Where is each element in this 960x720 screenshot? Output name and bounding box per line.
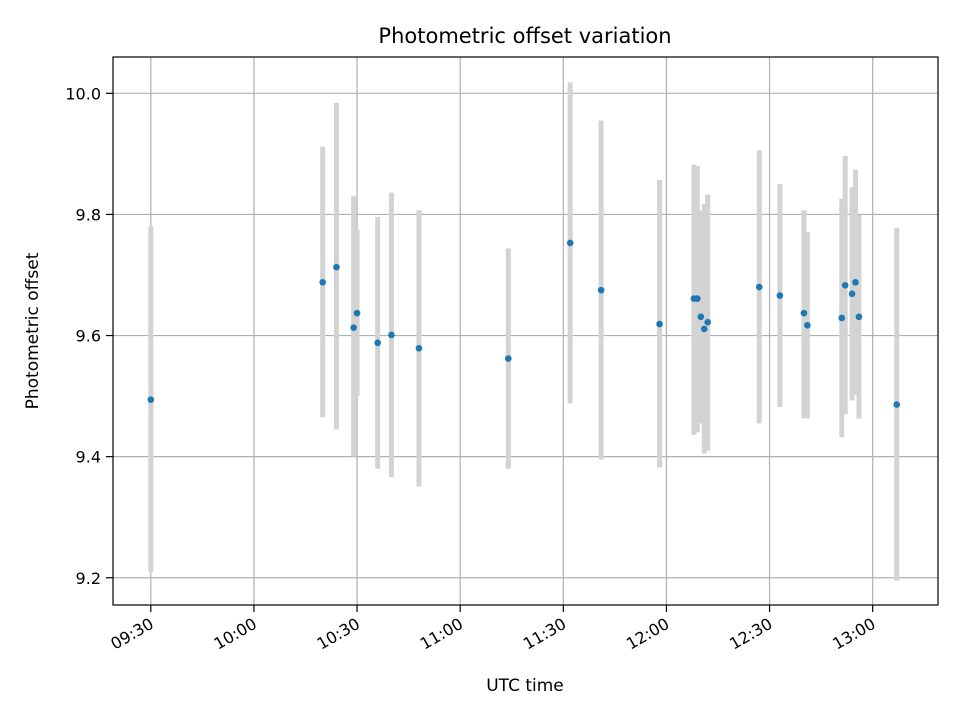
data-point (700, 325, 708, 333)
y-tick-label: 9.8 (76, 205, 101, 224)
data-points (147, 239, 901, 408)
y-tick-label: 9.2 (76, 569, 101, 588)
data-point (838, 314, 846, 322)
x-axis-label: UTC time (486, 676, 564, 696)
data-point (350, 324, 357, 331)
data-point (333, 263, 340, 271)
data-point (776, 292, 784, 299)
data-point (656, 320, 663, 328)
data-point (848, 290, 856, 298)
data-point (353, 309, 361, 317)
y-axis-ticks: 9.2 9.4 9.6 9.8 10.0 (65, 84, 113, 588)
data-point (800, 309, 808, 317)
data-point (852, 278, 859, 286)
y-tick-label: 9.4 (76, 448, 101, 467)
data-point (697, 313, 705, 321)
y-axis-label: Photometric offset (23, 252, 43, 409)
data-point (704, 318, 711, 326)
data-point (505, 355, 512, 362)
data-point (694, 295, 701, 302)
plot-frame (112, 56, 939, 606)
grid-lines (113, 57, 938, 605)
chart-title: Photometric offset variation (378, 24, 671, 48)
data-point (374, 339, 381, 347)
data-point (415, 344, 423, 352)
y-tick-label: 10.0 (65, 84, 101, 103)
data-point (893, 401, 901, 408)
data-point (319, 278, 326, 286)
y-tick-label: 9.6 (76, 327, 101, 346)
data-point (597, 286, 605, 294)
data-point (855, 313, 863, 321)
data-point (566, 239, 574, 247)
data-point (804, 321, 811, 329)
data-point (388, 331, 395, 339)
data-point (147, 396, 155, 404)
data-point (841, 281, 849, 289)
data-point (755, 283, 763, 291)
